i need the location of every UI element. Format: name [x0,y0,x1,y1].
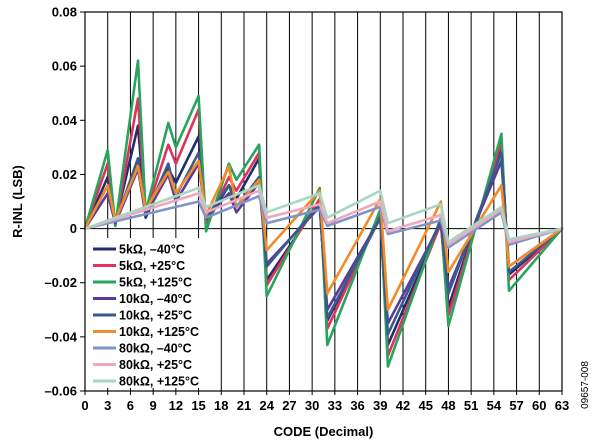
legend-entry: 10kΩ, –40°C [119,292,192,306]
series-line-9 [83,184,564,244]
y-tick-label: –0.06 [44,384,77,399]
legend-entry: 5kΩ, –40°C [119,243,185,257]
x-axis-label: CODE (Decimal) [274,424,374,439]
y-tick-label: –0.04 [44,329,77,344]
x-tick-label: 3 [104,398,111,413]
legend-entry: 10kΩ, +25°C [119,309,192,323]
x-tick-label: 15 [191,398,205,413]
legend-entry: 5kΩ, +125°C [119,276,192,290]
legend-entry: 80kΩ, +25°C [119,358,192,372]
series-line-3 [83,59,564,368]
y-tick-label: 0.02 [52,167,77,182]
legend-entry: 5kΩ, +25°C [119,259,185,273]
x-tick-label: 0 [81,398,88,413]
x-tick-label: 45 [418,398,432,413]
x-tick-label: 39 [373,398,387,413]
series-line-8 [83,189,564,247]
figure-id: 09657-008 [580,361,591,409]
x-tick-label: 36 [350,398,364,413]
y-tick-label: 0.04 [52,113,78,128]
x-tick-label: 54 [487,398,502,413]
x-tick-label: 63 [555,398,569,413]
x-tick-label: 9 [150,398,157,413]
legend: 5kΩ, –40°C 5kΩ, +25°C 5kΩ, +125°C 10kΩ, –40… [87,238,215,389]
y-tick-label: 0 [70,221,77,236]
y-axis-ticks: –0.06 –0.04 –0.02 0 0.02 0.04 0.06 0.08 [44,5,85,399]
x-tick-label: 48 [441,398,455,413]
series-line-7 [83,194,564,249]
legend-entry: 80kΩ, –40°C [119,342,192,356]
y-tick-label: 0.08 [52,5,77,20]
x-tick-label: 42 [396,398,410,413]
x-tick-label: 57 [509,398,523,413]
y-tick-label: 0.06 [52,59,77,74]
x-tick-label: 30 [305,398,319,413]
y-tick-label: –0.02 [44,275,77,290]
x-tick-label: 18 [214,398,228,413]
x-tick-label: 24 [259,398,274,413]
x-axis-ticks: 0 3 6 9 12 15 18 21 24 27 30 33 36 39 42 45 48 51 54 57 60 63 [81,391,569,413]
legend-entry: 80kΩ, +125°C [119,375,199,389]
x-tick-label: 12 [169,398,183,413]
x-tick-label: 27 [282,398,296,413]
x-tick-label: 51 [464,398,478,413]
legend-entry: 10kΩ, +125°C [119,325,199,339]
series-lines [83,59,564,368]
x-tick-label: 6 [127,398,134,413]
x-tick-label: 33 [328,398,342,413]
y-axis-label: R-INL (LSB) [10,165,25,238]
x-tick-label: 60 [532,398,546,413]
plot-area-frame [84,11,563,392]
x-tick-label: 21 [237,398,251,413]
